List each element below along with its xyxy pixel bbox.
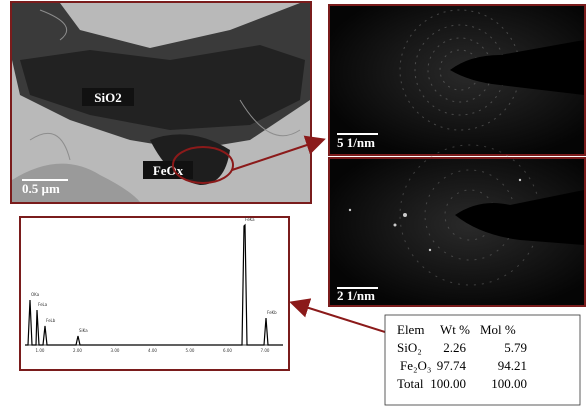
phase-label: SiO2 bbox=[94, 90, 121, 105]
x-tick-label: 6.00 bbox=[223, 348, 232, 353]
table-cell: 100.00 bbox=[430, 376, 466, 391]
x-tick-label: 1.00 bbox=[36, 348, 45, 353]
callout-arrow bbox=[289, 298, 386, 333]
composition-table: Elem Wt % Mol % SiO₂ 2.26 5.79 Fe₂O₃ 97.74 94.21… bbox=[384, 314, 581, 406]
callout-arrow bbox=[231, 135, 326, 171]
tem-image: SiO2 FeOx 0.5 µm bbox=[10, 1, 312, 204]
x-tick-label: 7.00 bbox=[261, 348, 270, 353]
table-cell: Total bbox=[397, 376, 424, 391]
diffraction-panel: 2 1/nm bbox=[328, 144, 586, 307]
table-header: Mol % bbox=[480, 322, 516, 337]
scale-bar-label: 2 1/nm bbox=[337, 288, 375, 303]
table-cell: 94.21 bbox=[498, 358, 527, 373]
table-header: Wt % bbox=[440, 322, 470, 337]
table-cell: SiO₂ bbox=[397, 340, 422, 355]
peak-label: FeLb bbox=[46, 318, 56, 323]
peak-label: FeKa bbox=[245, 217, 255, 222]
x-tick-label: 3.00 bbox=[111, 348, 120, 353]
table-cell: 100.00 bbox=[491, 376, 527, 391]
diffraction-panel: 5 1/nm bbox=[328, 4, 586, 156]
scale-bar-label: 5 1/nm bbox=[337, 135, 375, 150]
peak-label: FeLa bbox=[38, 302, 48, 307]
peak-label: OKa bbox=[31, 292, 40, 297]
x-tick-label: 4.00 bbox=[148, 348, 157, 353]
table-cell: 2.26 bbox=[443, 340, 466, 355]
table-cell: 97.74 bbox=[437, 358, 467, 373]
table-header: Elem bbox=[397, 322, 424, 337]
eds-spectrum: OKa FeLa FeLb SiKa FeKa FeKb 1.00 2.00 3.00 4.00 5… bbox=[19, 216, 290, 371]
scale-bar-label: 0.5 µm bbox=[22, 181, 60, 196]
peak-label: FeKb bbox=[267, 310, 277, 315]
x-tick-label: 5.00 bbox=[186, 348, 195, 353]
x-tick-label: 2.00 bbox=[73, 348, 82, 353]
peak-label: SiKa bbox=[79, 328, 88, 333]
table-cell: Fe₂O₃ bbox=[400, 358, 431, 373]
table-cell: 5.79 bbox=[504, 340, 527, 355]
